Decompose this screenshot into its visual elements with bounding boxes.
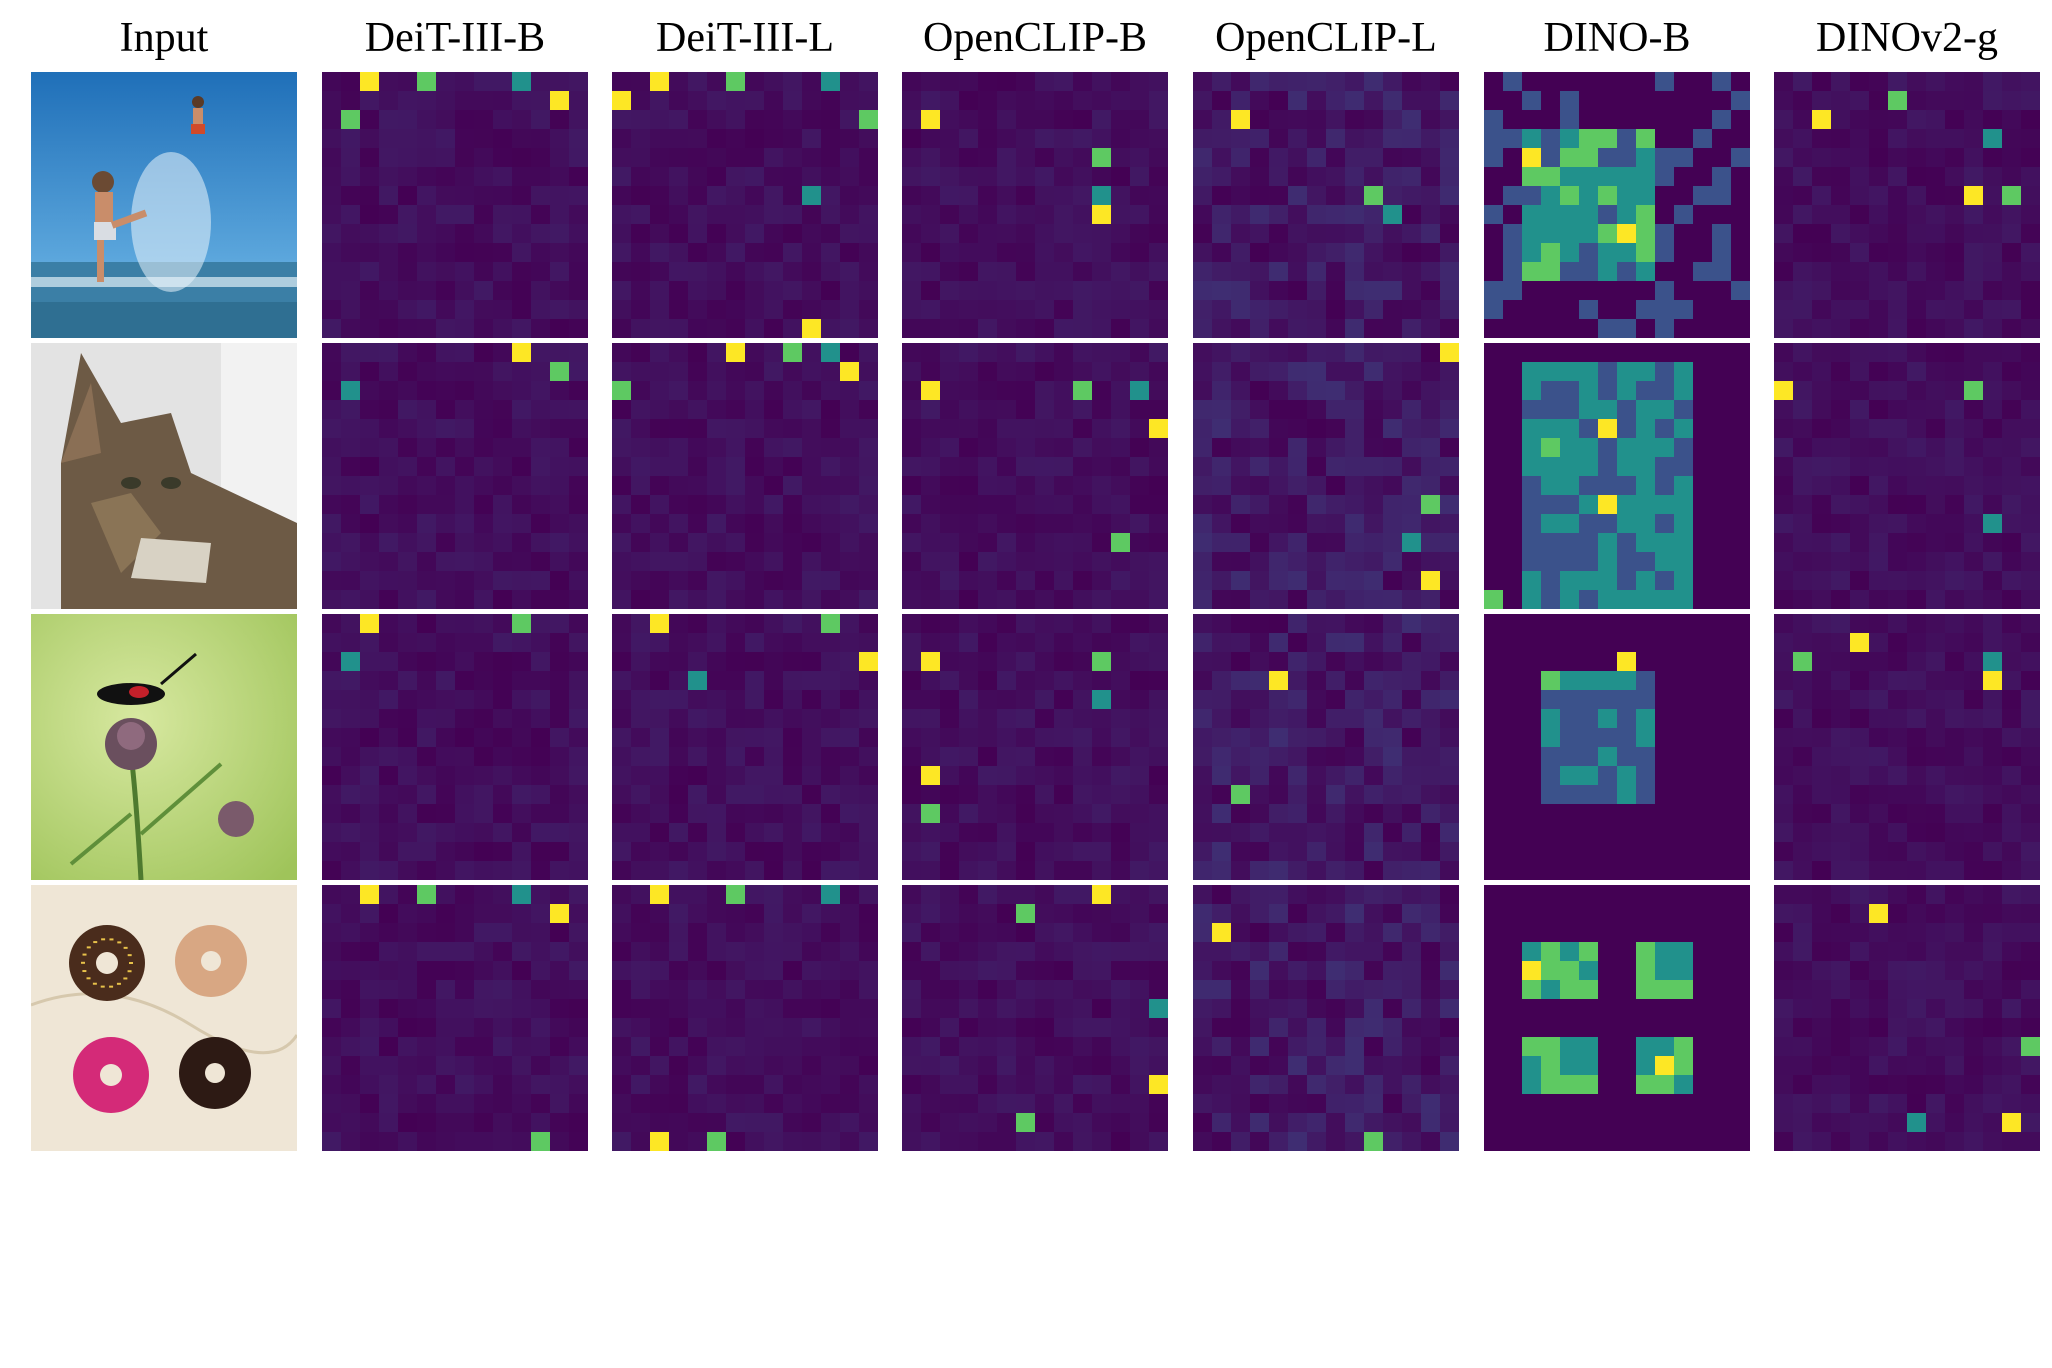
input-image-donuts xyxy=(31,885,297,1151)
attention-map-beach-splash-dino-b xyxy=(1484,72,1750,338)
column-header-openclip-b: OpenCLIP-B xyxy=(923,15,1147,61)
attention-map-cat-openclip-b xyxy=(902,343,1168,609)
column-header-dinov2-g: DINOv2-g xyxy=(1816,15,1998,61)
input-image-cat xyxy=(31,343,297,609)
attention-map-insect-on-flower-dinov2-g xyxy=(1774,614,2040,880)
input-image-beach-splash xyxy=(31,72,297,338)
attention-map-beach-splash-deit-iii-b xyxy=(322,72,588,338)
column-header-deit-iii-l: DeiT-III-L xyxy=(655,15,835,61)
attention-map-cat-dinov2-g xyxy=(1774,343,2040,609)
attention-map-donuts-openclip-b xyxy=(902,885,1168,1151)
attention-map-insect-on-flower-deit-iii-l xyxy=(612,614,878,880)
attention-map-beach-splash-openclip-b xyxy=(902,72,1168,338)
attention-map-donuts-deit-iii-l xyxy=(612,885,878,1151)
attention-map-insect-on-flower-openclip-b xyxy=(902,614,1168,880)
attention-map-donuts-openclip-l xyxy=(1193,885,1459,1151)
attention-map-beach-splash-deit-iii-l xyxy=(612,72,878,338)
attention-map-donuts-deit-iii-b xyxy=(322,885,588,1151)
attention-map-donuts-dinov2-g xyxy=(1774,885,2040,1151)
column-header-input: Input xyxy=(119,15,209,61)
attention-map-cat-deit-iii-b xyxy=(322,343,588,609)
column-header-dino-b: DINO-B xyxy=(1543,15,1691,61)
attention-map-insect-on-flower-dino-b xyxy=(1484,614,1750,880)
attention-map-beach-splash-openclip-l xyxy=(1193,72,1459,338)
attention-map-cat-deit-iii-l xyxy=(612,343,878,609)
column-header-openclip-l: OpenCLIP-L xyxy=(1215,15,1437,61)
attention-map-cat-dino-b xyxy=(1484,343,1750,609)
attention-map-insect-on-flower-openclip-l xyxy=(1193,614,1459,880)
attention-map-cat-openclip-l xyxy=(1193,343,1459,609)
attention-map-donuts-dino-b xyxy=(1484,885,1750,1151)
column-header-deit-iii-b: DeiT-III-B xyxy=(364,15,546,61)
input-image-insect-on-flower xyxy=(31,614,297,880)
attention-map-insect-on-flower-deit-iii-b xyxy=(322,614,588,880)
attention-map-beach-splash-dinov2-g xyxy=(1774,72,2040,338)
